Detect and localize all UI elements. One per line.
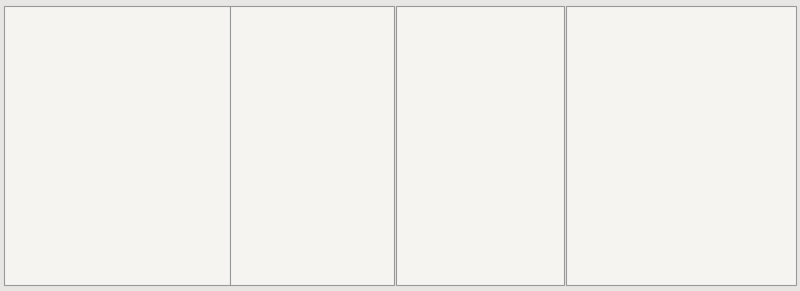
Text: $y = \dfrac{1}{3}x + 6$: $y = \dfrac{1}{3}x + 6$ [266,77,358,113]
Text: Y-intercept:: Y-intercept: [240,219,296,229]
Text: Slope:: Slope: [26,265,57,275]
Text: 0: 0 [443,70,450,80]
Text: Y-intercept:: Y-intercept: [401,237,457,247]
Text: 4: 4 [443,202,450,212]
Text: 700: 700 [504,136,523,146]
Text: JOSH'S CAR TRIP: JOSH'S CAR TRIP [78,36,157,45]
X-axis label: Time (in hours): Time (in hours) [126,239,173,244]
Text: y: y [79,46,83,52]
Text: (£): (£) [506,43,522,53]
Text: 1: 1 [443,103,450,113]
Text: $y - 3x =\ -2$: $y - 3x =\ -2$ [610,85,728,106]
Text: 2: 2 [443,136,450,146]
Text: Number of Miles
from Josh's Home: Number of Miles from Josh's Home [12,95,23,151]
Text: Nights: Nights [427,37,466,47]
Text: Slope:: Slope: [240,252,270,262]
Text: Cost: Cost [501,32,526,42]
Text: Slope:: Slope: [575,252,605,262]
Text: Y-intercept:: Y-intercept: [575,219,630,229]
Text: 3: 3 [443,169,450,179]
Text: x: x [224,222,228,228]
Text: Slope:: Slope: [401,265,431,275]
Text: O: O [73,235,78,240]
Text: 800: 800 [504,202,523,212]
Text: Y-intercept:: Y-intercept: [26,237,82,247]
Text: 600: 600 [504,70,523,80]
Text: 650: 650 [504,103,523,113]
Text: 750: 750 [504,169,523,179]
